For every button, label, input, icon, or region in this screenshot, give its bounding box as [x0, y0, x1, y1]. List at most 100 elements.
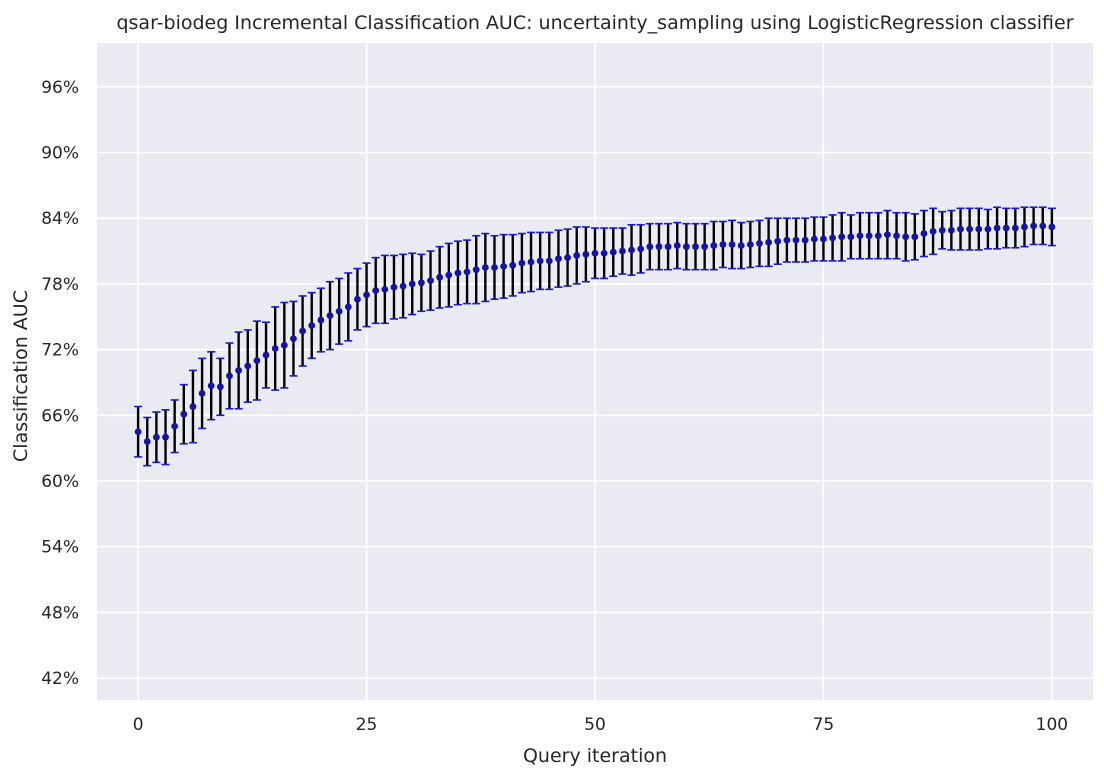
data-point	[408, 280, 416, 288]
x-axis-label: Query iteration	[523, 745, 667, 767]
data-point	[829, 234, 836, 242]
data-point	[728, 241, 736, 248]
data-point	[481, 264, 489, 271]
data-point	[171, 422, 179, 430]
data-point	[847, 233, 855, 241]
y-tick-label: 54%	[41, 538, 79, 558]
data-point	[390, 283, 398, 291]
data-point	[299, 327, 306, 335]
data-point	[545, 257, 553, 265]
data-point	[326, 312, 334, 320]
data-point	[746, 241, 754, 248]
data-point	[226, 372, 233, 380]
data-point	[198, 390, 206, 397]
data-point	[262, 351, 270, 359]
data-point	[646, 243, 654, 251]
x-tick-label: 25	[356, 715, 378, 735]
data-point	[244, 362, 252, 370]
data-point	[399, 282, 407, 290]
data-point	[929, 227, 937, 235]
x-tick-label: 75	[813, 715, 835, 735]
data-point	[381, 285, 389, 293]
data-point	[290, 335, 297, 343]
data-point	[984, 225, 992, 233]
data-point	[1002, 224, 1010, 232]
data-point	[573, 252, 581, 259]
data-point	[628, 246, 635, 254]
gridlines	[97, 43, 1093, 700]
data-point	[783, 236, 791, 244]
data-point	[810, 235, 818, 243]
data-point	[609, 248, 617, 256]
data-point	[134, 428, 142, 436]
y-tick-label: 78%	[41, 275, 79, 295]
data-point	[993, 224, 1001, 232]
data-point	[591, 249, 599, 257]
y-tick-label: 66%	[41, 406, 79, 426]
data-point	[1021, 223, 1028, 231]
data-point	[180, 410, 188, 418]
data-point	[710, 242, 718, 249]
data-point	[271, 345, 279, 352]
x-tick-label: 50	[584, 715, 606, 735]
data-point	[884, 231, 891, 239]
data-point	[527, 258, 535, 266]
data-point	[655, 243, 663, 251]
data-point	[1048, 223, 1056, 231]
data-point	[947, 226, 955, 234]
data-point	[344, 303, 352, 311]
data-point	[893, 232, 900, 240]
data-point	[938, 226, 946, 234]
data-point	[765, 238, 773, 246]
y-tick-label: 48%	[41, 603, 79, 623]
y-tick-label: 72%	[41, 341, 79, 361]
data-point	[280, 341, 288, 349]
data-point	[436, 273, 444, 281]
data-point	[317, 316, 325, 324]
x-tick-label: 0	[133, 715, 144, 735]
data-point	[427, 277, 434, 285]
data-point	[500, 262, 508, 270]
data-point	[719, 241, 727, 248]
y-axis-label: Classification AUC	[10, 290, 32, 462]
x-tick-label: 100	[1036, 715, 1068, 735]
data-point	[518, 259, 526, 267]
data-point	[911, 233, 919, 241]
data-point	[600, 249, 608, 257]
data-point	[509, 261, 517, 269]
data-point	[363, 291, 370, 299]
data-point	[445, 271, 453, 279]
data-point	[335, 307, 343, 315]
data-point	[372, 287, 380, 294]
data-point	[152, 433, 160, 441]
y-axis-ticks: 42% 48% 54% 60% 66% 72% 78% 84% 90% 96%	[41, 78, 79, 689]
data-point	[1030, 222, 1038, 230]
data-point	[354, 295, 361, 303]
x-axis-ticks: 0 25 50 75 100	[133, 715, 1068, 735]
data-point	[820, 235, 827, 243]
y-tick-label: 42%	[41, 669, 79, 689]
data-point	[253, 357, 261, 364]
data-point	[682, 243, 690, 251]
data-point	[966, 225, 974, 233]
data-point	[162, 433, 169, 441]
y-tick-label: 84%	[41, 209, 79, 229]
data-point	[865, 232, 873, 240]
data-point	[975, 225, 983, 233]
data-point	[792, 236, 800, 244]
y-tick-label: 60%	[41, 472, 79, 492]
data-point	[417, 279, 425, 287]
data-point	[737, 242, 745, 249]
data-point	[774, 237, 782, 245]
data-point	[1011, 224, 1019, 232]
chart-title: qsar-biodeg Incremental Classification A…	[116, 12, 1073, 34]
data-point	[701, 243, 709, 251]
data-point	[957, 225, 964, 233]
data-point	[555, 255, 562, 263]
y-tick-label: 90%	[41, 144, 79, 164]
data-point	[619, 247, 626, 255]
data-point	[838, 233, 846, 241]
data-point	[189, 403, 197, 410]
data-point	[207, 382, 215, 390]
